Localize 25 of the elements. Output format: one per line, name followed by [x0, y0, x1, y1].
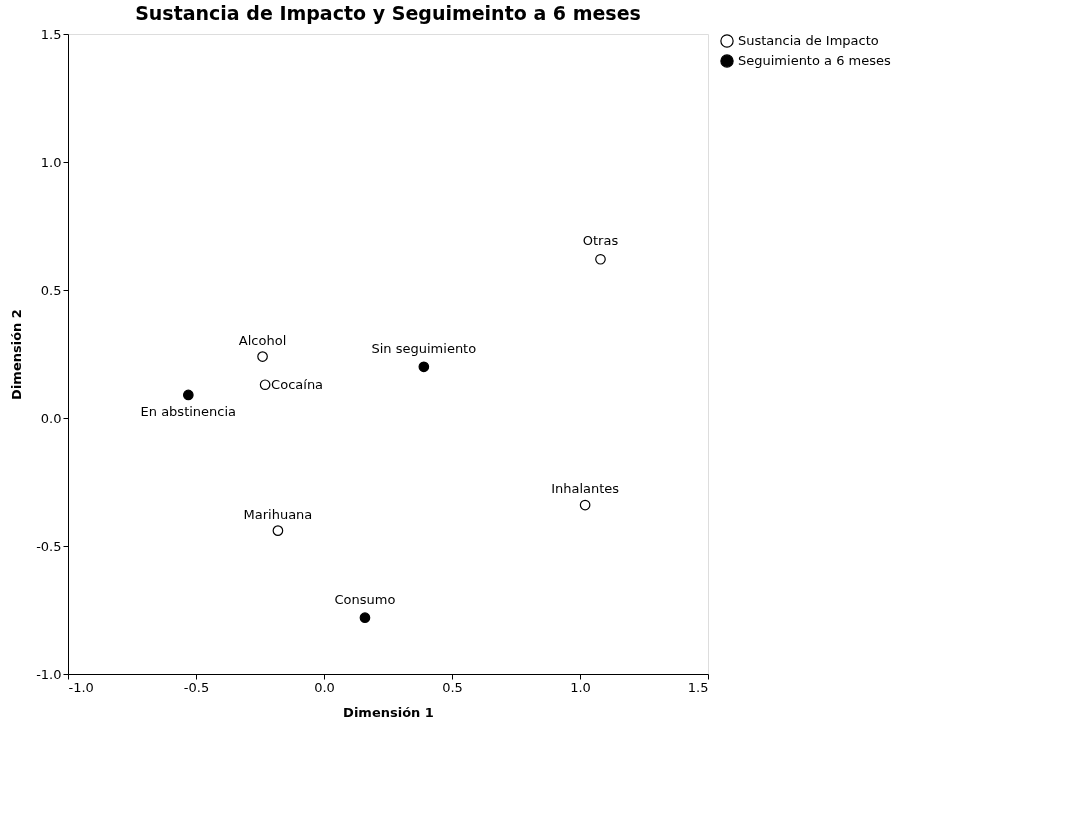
x-tick-label: 1.0	[570, 679, 591, 695]
annotation: Alcohol	[238, 332, 287, 348]
annotation: Otras	[582, 233, 619, 249]
annotation: Sin seguimiento	[371, 340, 477, 356]
y-tick-label: 0.0	[40, 410, 62, 426]
x-tick-label: 0.5	[442, 679, 463, 695]
x-tick-label: 0.0	[314, 679, 335, 695]
chart-title: Sustancia de Impacto y Seguimeinto a 6 meses	[135, 2, 641, 24]
annotation: Marihuana	[243, 506, 313, 522]
y-tick-label: -1.0	[36, 666, 62, 682]
annotation: Cocaína	[271, 376, 324, 392]
legend-label: Sustancia de Impacto	[738, 33, 879, 48]
y-tick-label: 1.5	[40, 26, 62, 42]
x-axis-title: Dimensión 1	[343, 704, 434, 720]
y-axis-title: Dimensión 2	[9, 309, 25, 400]
annotation: Consumo	[334, 591, 396, 607]
x-tick-label: 1.5	[687, 679, 709, 695]
annotation: Inhalantes	[551, 481, 620, 497]
legend-label: Seguimiento a 6 meses	[738, 53, 891, 68]
x-tick-label: -1.0	[68, 679, 94, 695]
y-tick-label: 1.0	[40, 154, 62, 170]
x-tick-label: -0.5	[183, 679, 210, 695]
y-tick-label: -0.5	[36, 538, 62, 554]
annotation: En abstinencia	[140, 403, 237, 419]
y-tick-label: 0.5	[40, 282, 62, 298]
